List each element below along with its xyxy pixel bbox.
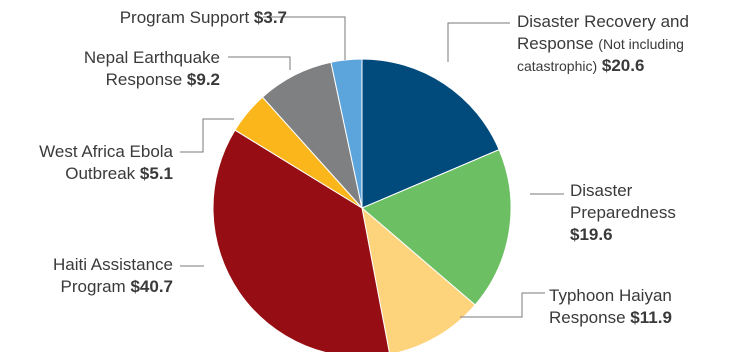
pie-slice-disaster-recovery: [361, 58, 500, 209]
pie-slice-haiti-assistance: [212, 129, 390, 352]
label-disaster-preparedness: Disaster Preparedness $19.6: [570, 180, 676, 246]
label-typhoon-haiyan-line1: Typhoon Haiyan: [549, 286, 672, 305]
label-haiti-assistance: Haiti Assistance Program $40.7: [53, 254, 173, 298]
value-disaster-preparedness: $19.6: [570, 225, 613, 244]
pie-slice-typhoon-haiyan: [361, 206, 476, 352]
label-nepal-earthquake-line1: Nepal Earthquake: [83, 48, 220, 67]
value-typhoon-haiyan: $11.9: [630, 308, 672, 327]
label-west-africa-ebola-line2: Outbreak: [65, 164, 136, 183]
value-haiti-assistance: $40.7: [130, 277, 173, 296]
label-nepal-earthquake: Nepal Earthquake Response $9.2: [84, 47, 220, 91]
label-disaster-preparedness-line2: Preparedness: [570, 203, 676, 222]
label-disaster-recovery-line1: Disaster Recovery and: [517, 12, 689, 31]
label-disaster-recovery-line2: Response: [517, 34, 594, 53]
value-disaster-recovery: $20.6: [601, 56, 645, 75]
label-program-support-line1: Program Support: [119, 8, 250, 27]
label-typhoon-haiyan-line2: Response: [549, 308, 626, 327]
label-disaster-recovery-note: (Not including: [598, 36, 684, 52]
label-haiti-assistance-line1: Haiti Assistance: [53, 255, 173, 274]
label-nepal-earthquake-line2: Response: [105, 70, 183, 89]
leader-west-africa-ebola: [180, 118, 234, 153]
label-disaster-recovery-note2: catastrophic): [517, 58, 598, 74]
leader-nepal-earthquake: [228, 56, 291, 70]
leader-disaster-recovery: [447, 22, 510, 62]
value-nepal-earthquake: $9.2: [186, 70, 220, 89]
label-disaster-preparedness-line1: Disaster: [570, 181, 633, 200]
leader-typhoon-haiyan: [460, 292, 545, 318]
value-west-africa-ebola: $5.1: [139, 164, 173, 183]
pie-slice-program-support: [330, 58, 363, 209]
label-west-africa-ebola: West Africa Ebola Outbreak $5.1: [39, 141, 173, 185]
label-haiti-assistance-line2: Program: [60, 277, 126, 296]
pie-slice-disaster-preparedness: [361, 148, 512, 306]
value-program-support: $3.7: [253, 8, 287, 27]
leader-program-support: [263, 16, 346, 60]
label-program-support: Program Support $3.7: [120, 7, 287, 29]
label-west-africa-ebola-line1: West Africa Ebola: [39, 142, 173, 161]
label-typhoon-haiyan: Typhoon Haiyan Response $11.9: [549, 285, 672, 329]
label-disaster-recovery: Disaster Recovery and Response (Not incl…: [517, 11, 689, 77]
